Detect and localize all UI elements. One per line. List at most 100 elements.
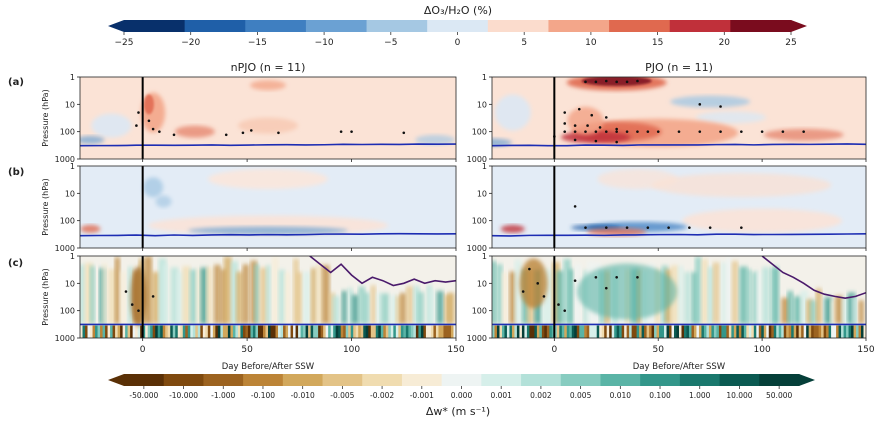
panel-field xyxy=(80,77,456,159)
w-anomaly-streak xyxy=(214,264,221,324)
colorbar-cell xyxy=(362,374,403,386)
surface-noise xyxy=(448,325,452,338)
surface-noise xyxy=(594,325,598,338)
surface-noise xyxy=(345,325,349,338)
surface-noise xyxy=(293,325,297,338)
positive-anomaly xyxy=(567,106,604,135)
w-anomaly-streak xyxy=(162,263,168,324)
surface-noise xyxy=(423,325,427,338)
surface-noise xyxy=(172,325,176,338)
y-tick-label: 100 xyxy=(60,128,75,137)
surface-noise xyxy=(566,325,570,338)
x-tick-label: 100 xyxy=(343,345,360,355)
surface-noise xyxy=(841,325,845,338)
surface-noise xyxy=(504,325,508,338)
surface-noise xyxy=(220,325,224,338)
w-anomaly-streak xyxy=(721,262,728,324)
w-anomaly-streak xyxy=(381,293,389,324)
significance-dot xyxy=(760,130,764,133)
significance-dot xyxy=(542,295,546,298)
surface-noise xyxy=(526,325,530,338)
surface-noise xyxy=(751,325,755,338)
surface-noise xyxy=(828,325,832,338)
positive-anomaly xyxy=(586,228,647,237)
surface-noise xyxy=(200,325,204,338)
surface-noise xyxy=(651,325,655,338)
w-anomaly-streak xyxy=(114,257,120,324)
surface-noise xyxy=(257,325,261,338)
surface-noise xyxy=(676,325,680,338)
panel-b-pjo: 1 10 100 1000 xyxy=(467,162,867,253)
w-anomaly-streak xyxy=(316,264,323,324)
negative-anomaly xyxy=(130,266,147,327)
significance-dot xyxy=(586,124,589,127)
surface-noise xyxy=(838,325,842,338)
surface-noise xyxy=(360,325,364,338)
top-colorbar-right-arrow xyxy=(791,20,807,32)
surface-noise xyxy=(753,325,757,338)
surface-noise xyxy=(100,325,104,338)
surface-noise xyxy=(385,325,389,338)
surface-noise xyxy=(438,325,442,338)
colorbar-cell xyxy=(609,20,671,32)
surface-noise xyxy=(858,325,862,338)
positive-anomaly xyxy=(560,131,631,144)
surface-noise xyxy=(771,325,775,338)
w-anomaly-streak xyxy=(756,271,763,324)
surface-noise xyxy=(323,325,327,338)
positive-anomaly xyxy=(250,80,286,91)
surface-noise xyxy=(586,325,590,338)
surface-noise xyxy=(445,325,449,338)
surface-noise xyxy=(654,325,658,338)
surface-noise xyxy=(268,325,272,338)
surface-noise xyxy=(147,325,151,338)
significance-dot xyxy=(604,116,608,119)
colorbar-cell xyxy=(245,20,307,32)
surface-noise xyxy=(260,325,264,338)
xlabel-pjo: Day Before/After SSW xyxy=(633,362,726,372)
significance-dot xyxy=(594,275,598,279)
surface-noise xyxy=(629,325,633,338)
surface-noise xyxy=(275,325,279,338)
surface-noise xyxy=(851,325,855,338)
negative-anomaly xyxy=(143,177,164,198)
surface-noise xyxy=(125,325,129,338)
surface-noise xyxy=(130,325,134,338)
w-anomaly-streak xyxy=(851,296,857,324)
surface-noise xyxy=(706,325,710,338)
w-anomaly-streak xyxy=(815,288,822,324)
w-anomaly-streak xyxy=(250,260,258,324)
significance-dot xyxy=(781,130,785,133)
colorbar-cell xyxy=(679,374,721,386)
column-title-pjo: PJO (n = 11) xyxy=(645,61,713,74)
surface-noise xyxy=(584,325,588,338)
positive-anomaly xyxy=(651,173,832,198)
colorbar-tick-label: -0.001 xyxy=(410,391,434,400)
significance-dot xyxy=(636,130,639,133)
w-anomaly-streak xyxy=(762,267,770,324)
surface-noise xyxy=(758,325,762,338)
w-anomaly-streak xyxy=(189,269,198,324)
colorbar-tick-label: 0.100 xyxy=(649,391,671,400)
row-label-a: (a) xyxy=(8,77,24,88)
surface-noise xyxy=(509,325,513,338)
surface-noise xyxy=(741,325,745,338)
surface-noise xyxy=(766,325,770,338)
colorbar-cell xyxy=(521,374,562,386)
surface-noise xyxy=(160,325,164,338)
w-anomaly-streak xyxy=(514,259,522,324)
surface-noise xyxy=(808,325,812,338)
surface-noise xyxy=(564,325,568,338)
y-tick-label: 1 xyxy=(482,252,487,261)
surface-noise xyxy=(135,325,139,338)
colorbar-tick-label: 0.005 xyxy=(570,391,592,400)
colorbar-cell xyxy=(427,20,489,32)
surface-noise xyxy=(227,325,231,338)
colorbar-tick-label: 5 xyxy=(521,38,527,48)
positive-anomaly xyxy=(141,92,166,133)
surface-noise xyxy=(265,325,269,338)
surface-noise xyxy=(217,325,221,338)
significance-dot xyxy=(590,113,594,117)
surface-noise xyxy=(150,325,154,338)
y-axis-label: Pressure (hPa) xyxy=(41,178,50,235)
